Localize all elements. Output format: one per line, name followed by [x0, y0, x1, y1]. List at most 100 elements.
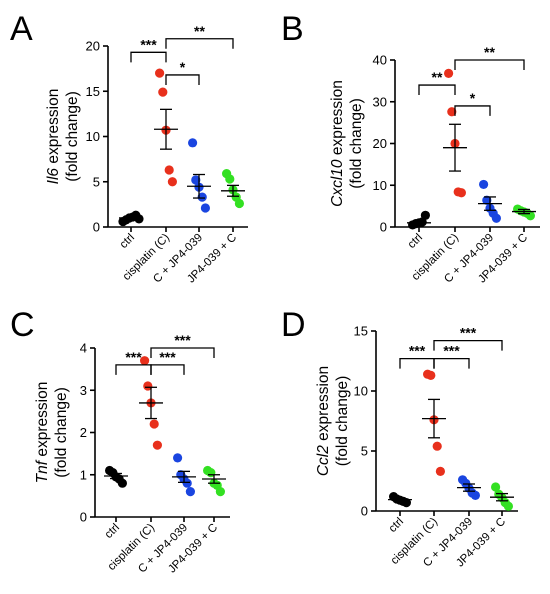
significance-bracket — [418, 84, 456, 96]
y-tick-label: 5 — [361, 444, 368, 459]
data-point — [225, 174, 235, 184]
data-point — [491, 482, 501, 492]
data-point — [456, 188, 466, 198]
data-point — [525, 211, 536, 221]
x-category-label: ctrl — [387, 516, 406, 535]
data-point — [200, 203, 210, 213]
significance-bracket — [150, 347, 215, 358]
y-axis-label-gene: Cxcl10 — [329, 159, 346, 207]
y-tick-label: 10 — [86, 129, 100, 144]
data-point — [435, 466, 445, 476]
x-category-label: ctrl — [118, 232, 137, 251]
significance-label: *** — [460, 325, 477, 341]
data-point — [188, 138, 198, 148]
y-tick-label: 0 — [361, 504, 368, 519]
significance-bracket — [433, 339, 503, 351]
data-point — [479, 179, 489, 190]
y-axis-label-gene: Il6 — [45, 168, 62, 185]
significance-bracket — [433, 357, 470, 369]
panel-letter: C — [10, 306, 35, 344]
y-tick-label: 10 — [354, 384, 368, 399]
y-axis-label-line2: (fold change) — [348, 98, 365, 188]
data-point — [167, 177, 177, 187]
y-axis-label: Tnf expression (fold change) — [34, 382, 70, 484]
y-tick-label: 0 — [80, 510, 87, 525]
y-axis-label: Il6 expression (fold change) — [45, 89, 81, 185]
y-tick-label: 0 — [380, 220, 387, 235]
significance-label: *** — [140, 36, 157, 52]
y-tick-label: 15 — [86, 84, 100, 99]
significance-label: *** — [409, 343, 426, 359]
significance-bracket — [150, 364, 185, 375]
data-point — [191, 175, 201, 185]
data-point — [182, 478, 192, 488]
significance-label: *** — [125, 349, 142, 365]
panel-letter: B — [281, 10, 304, 48]
significance-bracket — [454, 105, 491, 116]
data-point — [152, 440, 162, 450]
significance-label: *** — [443, 343, 460, 359]
y-axis-label-suffix: expression — [315, 366, 332, 445]
y-axis-label: Cxcl10 expression (fold change) — [329, 80, 365, 207]
significance-bracket — [130, 51, 167, 63]
data-point — [149, 419, 159, 429]
x-category-label: ctrl — [103, 522, 122, 541]
significance-label: * — [180, 59, 186, 75]
y-tick-label: 0 — [93, 220, 100, 235]
significance-label: ** — [194, 23, 205, 39]
significance-bracket — [454, 59, 525, 70]
significance-bracket — [115, 364, 152, 375]
y-axis-label-suffix: expression — [34, 382, 51, 461]
y-tick-label: 3 — [80, 383, 87, 398]
significance-bracket — [165, 74, 200, 85]
data-point — [140, 356, 150, 366]
y-tick-label: 1 — [80, 467, 87, 482]
significance-label: *** — [174, 332, 191, 348]
y-axis-label-suffix: expression — [45, 89, 62, 168]
significance-label: * — [470, 90, 476, 106]
data-point — [185, 487, 195, 497]
data-point — [164, 165, 174, 175]
y-tick-label: 30 — [373, 94, 387, 109]
y-axis-label-line2: (fold change) — [53, 387, 70, 477]
data-point — [155, 68, 165, 78]
y-tick-label: 4 — [80, 341, 87, 356]
y-tick-label: 15 — [354, 324, 368, 339]
data-point — [143, 381, 153, 391]
significance-bracket — [165, 38, 234, 49]
y-tick-label: 40 — [373, 53, 387, 68]
panel-letter: D — [281, 306, 306, 344]
data-point — [447, 107, 457, 117]
y-tick-label: 2 — [80, 425, 87, 440]
significance-bracket — [399, 357, 435, 369]
y-tick-label: 20 — [86, 39, 100, 54]
y-tick-label: 5 — [93, 174, 100, 189]
data-point — [426, 370, 436, 380]
data-point — [482, 195, 492, 205]
data-point — [491, 213, 501, 223]
data-point — [117, 478, 127, 488]
y-axis-label-gene: Ccl2 — [315, 445, 332, 476]
data-point — [432, 441, 442, 451]
significance-label: ** — [432, 69, 443, 85]
significance-label: ** — [484, 44, 495, 60]
y-axis-label-line2: (fold change) — [64, 91, 81, 181]
y-tick-label: 20 — [373, 136, 387, 151]
data-point — [503, 501, 513, 511]
data-point — [158, 87, 168, 97]
data-point — [173, 453, 183, 463]
data-point — [420, 210, 430, 220]
significance-label: *** — [159, 349, 176, 365]
y-axis-label: Ccl2 expression (fold change) — [315, 366, 351, 476]
x-category-label: ctrl — [406, 232, 425, 251]
y-axis-label-suffix: expression — [329, 80, 346, 159]
data-point — [234, 198, 244, 209]
data-point — [444, 68, 454, 78]
y-tick-label: 10 — [373, 178, 387, 193]
y-axis-label-gene: Tnf — [34, 459, 51, 483]
data-point — [215, 487, 225, 497]
